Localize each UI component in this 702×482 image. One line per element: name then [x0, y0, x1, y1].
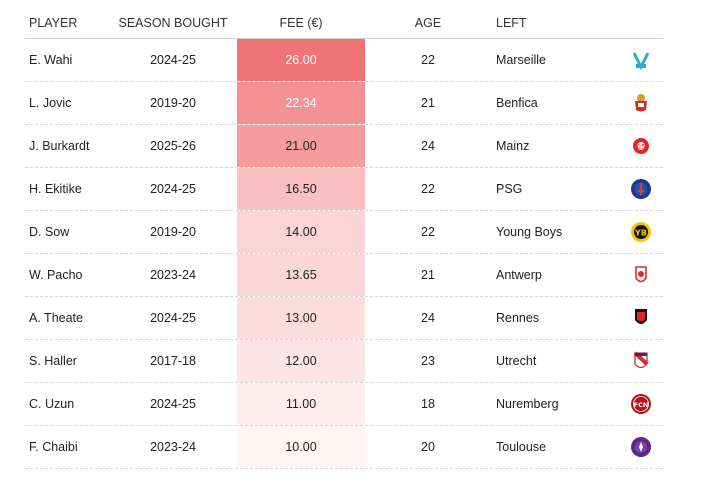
- season-bought: 2023-24: [150, 440, 196, 454]
- club-left: Antwerp: [496, 268, 542, 282]
- club-left: Rennes: [496, 311, 540, 325]
- psg-crest-icon: [625, 168, 657, 210]
- svg-text:YB: YB: [634, 229, 647, 238]
- fee-value: 11.00: [285, 397, 317, 411]
- player-name: E. Wahi: [29, 53, 73, 67]
- season-bought: 2024-25: [150, 311, 196, 325]
- young-boys-crest-icon: YB: [625, 211, 657, 253]
- club-left: Utrecht: [496, 354, 537, 368]
- age-value: 22: [421, 225, 435, 239]
- player-name: H. Ekitike: [29, 182, 82, 196]
- player-name: W. Pacho: [29, 268, 83, 282]
- fee-value: 21.00: [285, 139, 317, 153]
- club-left: Benfica: [496, 96, 538, 110]
- header-fee: FEE (€): [279, 16, 323, 30]
- season-bought: 2024-25: [150, 182, 196, 196]
- header-left: LEFT: [496, 16, 527, 30]
- season-bought: 2024-25: [150, 53, 196, 67]
- table-row: L. Jovic 2019-20 22.34 21 Benfica: [25, 82, 663, 125]
- header-season: SEASON BOUGHT: [118, 16, 228, 30]
- table-row: C. Uzun 2024-25 11.00 18 Nuremberg FCN: [25, 383, 663, 426]
- club-left: Nuremberg: [496, 397, 559, 411]
- player-name: A. Theate: [29, 311, 83, 325]
- age-value: 21: [421, 268, 435, 282]
- season-bought: 2019-20: [150, 225, 196, 239]
- fee-cell: 13.65: [237, 254, 365, 296]
- table-body: E. Wahi 2024-25 26.00 22 Marseille L. Jovic 20…: [25, 39, 663, 469]
- table-header: PLAYER SEASON BOUGHT FEE (€) AGE LEFT: [25, 8, 663, 39]
- age-value: 24: [421, 311, 435, 325]
- fee-cell: 10.00: [237, 426, 365, 468]
- fee-cell: 13.00: [237, 297, 365, 339]
- player-name: F. Chaibi: [29, 440, 78, 454]
- table-row: W. Pacho 2023-24 13.65 21 Antwerp: [25, 254, 663, 297]
- club-left: Toulouse: [496, 440, 547, 454]
- club-left: Young Boys: [496, 225, 563, 239]
- player-name: D. Sow: [29, 225, 70, 239]
- table-row: H. Ekitike 2024-25 16.50 22 PSG: [25, 168, 663, 211]
- table-row: A. Theate 2024-25 13.00 24 Rennes: [25, 297, 663, 340]
- toulouse-crest-icon: [625, 426, 657, 468]
- player-name: J. Burkardt: [29, 139, 90, 153]
- club-left: PSG: [496, 182, 523, 196]
- antwerp-crest-icon: [625, 254, 657, 296]
- fee-cell: 16.50: [237, 168, 365, 210]
- marseille-crest-icon: [625, 39, 657, 81]
- fee-cell: 22.34: [237, 82, 365, 124]
- benfica-crest-icon: [625, 82, 657, 124]
- age-value: 20: [421, 440, 435, 454]
- nuremberg-crest-icon: FCN: [625, 383, 657, 425]
- club-left: Marseille: [496, 53, 547, 67]
- fee-cell: 14.00: [237, 211, 365, 253]
- season-bought: 2019-20: [150, 96, 196, 110]
- season-bought: 2023-24: [150, 268, 196, 282]
- rennes-crest-icon: [625, 297, 657, 339]
- mainz-crest-icon: 05: [625, 125, 657, 167]
- player-name: L. Jovic: [29, 96, 72, 110]
- season-bought: 2025-26: [150, 139, 196, 153]
- fee-cell: 12.00: [237, 340, 365, 382]
- fee-cell: 11.00: [237, 383, 365, 425]
- fee-value: 22.34: [285, 96, 317, 110]
- age-value: 24: [421, 139, 435, 153]
- header-player: PLAYER: [29, 16, 78, 30]
- fee-value: 13.65: [285, 268, 317, 282]
- fee-value: 10.00: [285, 440, 317, 454]
- player-name: C. Uzun: [29, 397, 75, 411]
- age-value: 22: [421, 53, 435, 67]
- season-bought: 2017-18: [150, 354, 196, 368]
- svg-text:FCN: FCN: [634, 401, 649, 409]
- svg-text:05: 05: [637, 143, 646, 151]
- fee-value: 26.00: [285, 53, 317, 67]
- club-left: Mainz: [496, 139, 530, 153]
- age-value: 21: [421, 96, 435, 110]
- fee-value: 14.00: [285, 225, 317, 239]
- table-row: J. Burkardt 2025-26 21.00 24 Mainz 05: [25, 125, 663, 168]
- table-row: S. Haller 2017-18 12.00 23 Utrecht: [25, 340, 663, 383]
- age-value: 22: [421, 182, 435, 196]
- player-name: S. Haller: [29, 354, 77, 368]
- age-value: 23: [421, 354, 435, 368]
- fee-value: 13.00: [285, 311, 317, 325]
- utrecht-crest-icon: [625, 340, 657, 382]
- table-row: E. Wahi 2024-25 26.00 22 Marseille: [25, 39, 663, 82]
- fee-cell: 21.00: [237, 125, 365, 167]
- fee-value: 12.00: [285, 354, 317, 368]
- transfer-table: PLAYER SEASON BOUGHT FEE (€) AGE LEFT E.…: [25, 8, 663, 469]
- table-row: D. Sow 2019-20 14.00 22 Young Boys YB: [25, 211, 663, 254]
- fee-value: 16.50: [285, 182, 317, 196]
- header-age: AGE: [414, 16, 442, 30]
- age-value: 18: [421, 397, 435, 411]
- fee-cell: 26.00: [237, 39, 365, 81]
- season-bought: 2024-25: [150, 397, 196, 411]
- table-row: F. Chaibi 2023-24 10.00 20 Toulouse: [25, 426, 663, 469]
